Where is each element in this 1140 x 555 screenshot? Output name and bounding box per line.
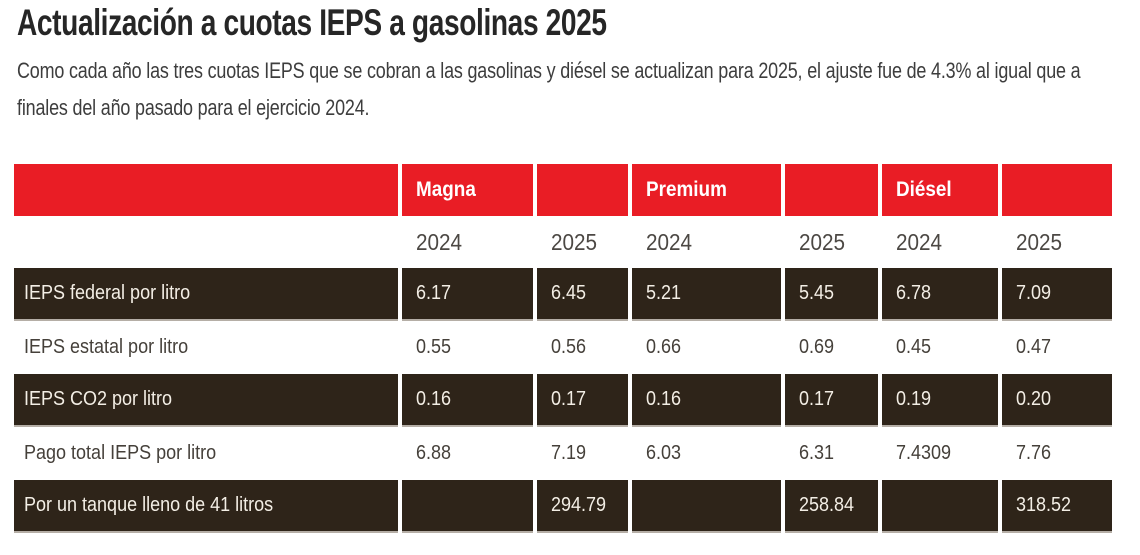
value-cell-4-3: 258.84 (785, 480, 878, 533)
value-cell-3-0: 6.88 (402, 427, 533, 480)
page-title: Actualización a cuotas IEPS a gasolinas … (17, 2, 607, 43)
value-cell-3-4: 7.4309 (882, 427, 998, 480)
year-cell-5: 2025 (1002, 216, 1112, 268)
value-cell-3-4-text: 7.4309 (896, 442, 952, 464)
row-label-2: IEPS CO2 por litro (14, 374, 398, 427)
header-cell-disel-text: Diésel (896, 178, 952, 201)
value-cell-1-1: 0.56 (537, 321, 628, 374)
value-cell-0-2: 5.21 (632, 268, 781, 321)
value-cell-3-0-text: 6.88 (416, 442, 452, 464)
year-cell-4: 2024 (882, 216, 998, 268)
header-cell-empty (14, 164, 398, 216)
ieps-table: Magna Premium Diésel 2024 2025 2024 2025 2024 20… (14, 164, 1112, 533)
value-cell-4-5-text: 318.52 (1016, 494, 1072, 516)
value-cell-3-5: 7.76 (1002, 427, 1112, 480)
value-cell-0-0-text: 6.17 (416, 282, 452, 304)
value-cell-4-2 (632, 480, 781, 533)
value-cell-1-0-text: 0.55 (416, 336, 452, 358)
value-cell-2-4-text: 0.19 (896, 388, 932, 410)
row-label-4: Por un tanque lleno de 41 litros (14, 480, 398, 533)
row-label-3-text: Pago total IEPS por litro (24, 442, 217, 464)
year-cell-1-text: 2025 (551, 228, 598, 255)
year-cell-0-text: 2024 (416, 228, 463, 255)
value-cell-3-2: 6.03 (632, 427, 781, 480)
value-cell-3-3: 6.31 (785, 427, 878, 480)
row-label-1-text: IEPS estatal por litro (24, 336, 189, 358)
value-cell-0-1-text: 6.45 (551, 282, 587, 304)
value-cell-3-3-text: 6.31 (799, 442, 835, 464)
value-cell-0-5: 7.09 (1002, 268, 1112, 321)
value-cell-2-3-text: 0.17 (799, 388, 835, 410)
value-cell-1-3: 0.69 (785, 321, 878, 374)
value-cell-0-3: 5.45 (785, 268, 878, 321)
value-cell-4-1-text: 294.79 (551, 494, 607, 516)
value-cell-2-1-text: 0.17 (551, 388, 587, 410)
value-cell-4-4 (882, 480, 998, 533)
header-cell-empty (785, 164, 878, 216)
row-label-2-text: IEPS CO2 por litro (24, 388, 173, 410)
value-cell-2-5: 0.20 (1002, 374, 1112, 427)
year-cell-empty (14, 216, 398, 268)
value-cell-3-1: 7.19 (537, 427, 628, 480)
value-cell-3-2-text: 6.03 (646, 442, 682, 464)
value-cell-0-2-text: 5.21 (646, 282, 682, 304)
value-cell-2-0-text: 0.16 (416, 388, 452, 410)
value-cell-1-4-text: 0.45 (896, 336, 932, 358)
year-cell-5-text: 2025 (1016, 228, 1063, 255)
value-cell-1-5-text: 0.47 (1016, 336, 1052, 358)
value-cell-3-1-text: 7.19 (551, 442, 587, 464)
value-cell-2-2-text: 0.16 (646, 388, 682, 410)
header-cell-empty (537, 164, 628, 216)
value-cell-1-2-text: 0.66 (646, 336, 682, 358)
year-cell-1: 2025 (537, 216, 628, 268)
row-label-0-text: IEPS federal por litro (24, 282, 191, 304)
value-cell-4-1: 294.79 (537, 480, 628, 533)
value-cell-2-2: 0.16 (632, 374, 781, 427)
year-cell-0: 2024 (402, 216, 533, 268)
value-cell-2-5-text: 0.20 (1016, 388, 1052, 410)
value-cell-0-0: 6.17 (402, 268, 533, 321)
year-cell-4-text: 2024 (896, 228, 943, 255)
header-cell-magna-text: Magna (416, 178, 476, 201)
value-cell-1-0: 0.55 (402, 321, 533, 374)
value-cell-4-5: 318.52 (1002, 480, 1112, 533)
value-cell-1-2: 0.66 (632, 321, 781, 374)
page-subtitle: Como cada año las tres cuotas IEPS que s… (17, 58, 1081, 120)
value-cell-2-4: 0.19 (882, 374, 998, 427)
value-cell-4-0 (402, 480, 533, 533)
header-cell-premium-text: Premium (646, 178, 727, 201)
year-cell-3: 2025 (785, 216, 878, 268)
value-cell-1-1-text: 0.56 (551, 336, 587, 358)
row-label-0: IEPS federal por litro (14, 268, 398, 321)
value-cell-0-4: 6.78 (882, 268, 998, 321)
value-cell-1-5: 0.47 (1002, 321, 1112, 374)
year-cell-3-text: 2025 (799, 228, 846, 255)
value-cell-1-4: 0.45 (882, 321, 998, 374)
value-cell-3-5-text: 7.76 (1016, 442, 1052, 464)
value-cell-2-0: 0.16 (402, 374, 533, 427)
value-cell-0-5-text: 7.09 (1016, 282, 1052, 304)
value-cell-0-3-text: 5.45 (799, 282, 835, 304)
row-label-3: Pago total IEPS por litro (14, 427, 398, 480)
value-cell-0-4-text: 6.78 (896, 282, 932, 304)
year-cell-2-text: 2024 (646, 228, 693, 255)
value-cell-4-3-text: 258.84 (799, 494, 855, 516)
value-cell-1-3-text: 0.69 (799, 336, 835, 358)
row-label-1: IEPS estatal por litro (14, 321, 398, 374)
header-cell-magna: Magna (402, 164, 533, 216)
header-cell-premium: Premium (632, 164, 781, 216)
row-label-4-text: Por un tanque lleno de 41 litros (24, 494, 274, 516)
header-cell-empty (1002, 164, 1112, 216)
header-cell-disel: Diésel (882, 164, 998, 216)
year-cell-2: 2024 (632, 216, 781, 268)
value-cell-2-1: 0.17 (537, 374, 628, 427)
value-cell-0-1: 6.45 (537, 268, 628, 321)
value-cell-2-3: 0.17 (785, 374, 878, 427)
